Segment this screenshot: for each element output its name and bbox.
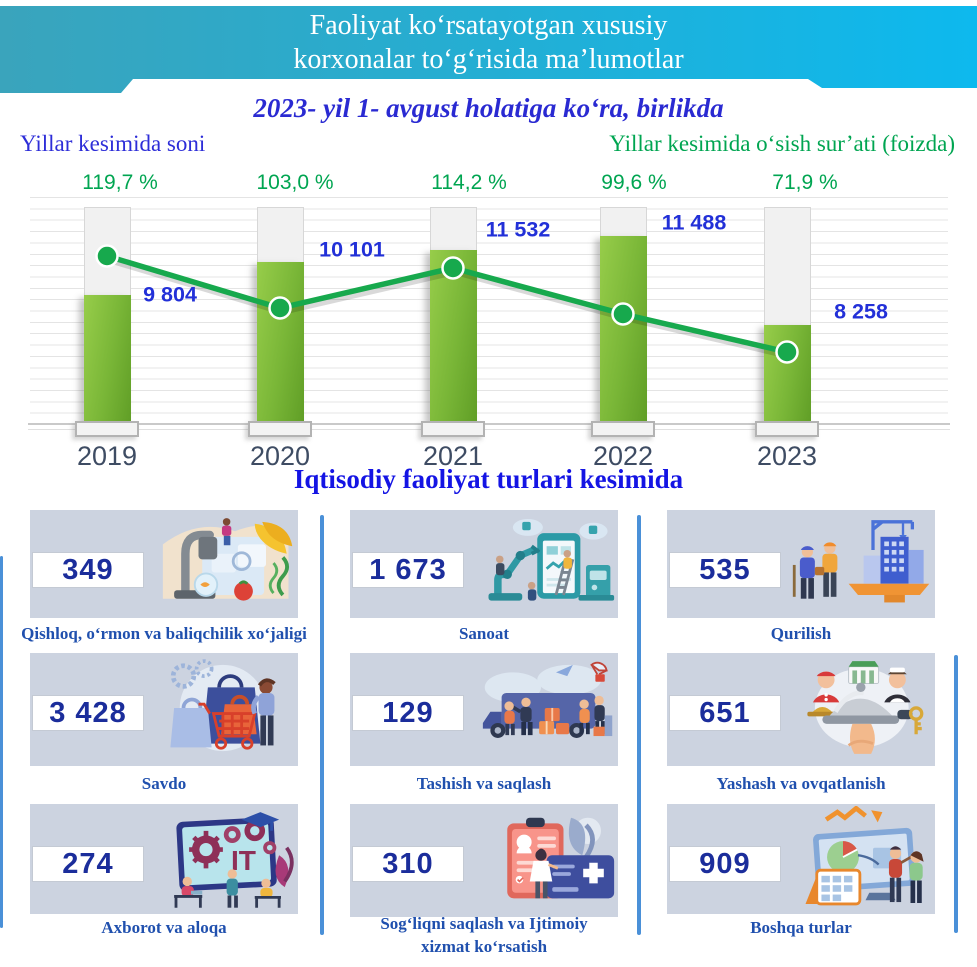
year-label: 2022 [592,441,654,471]
category-value: 129 [382,696,434,729]
section-title: Iqtisodiy faoliyat turlari kesimida [293,464,684,494]
bar-value-label: 10 101 [319,237,385,262]
page-title-line1: Faoliyat ko‘rsatayotgan xususiy [309,10,668,41]
bar-2023 [763,325,811,423]
year-label: 2021 [422,441,484,471]
bar-series-label: Yillar kesimida soni [20,131,206,156]
bar-2021 [429,250,477,423]
healthcare-illustration [507,817,615,899]
chart-baseline [28,423,950,425]
category-value: 909 [699,847,751,880]
category-label: Sog‘liqni saqlash va Ijtimoiy xizmat ko‘… [380,914,588,956]
category-value-badge: 274 [32,846,144,882]
report-date-subtitle: 2023- yil 1- avgust holatiga ko‘ra, birl… [253,93,724,123]
category-value-badge: 535 [669,552,781,588]
category-value-badge: 310 [352,846,464,882]
column-divider-right-edge [954,655,958,933]
construction-illustration [792,520,930,603]
year-label: 2019 [76,441,138,471]
growth-pct-label: 103,0 % [256,171,334,194]
information-technology-illustration: IT [174,812,294,908]
category-value: 274 [62,847,114,880]
agriculture-illustration [162,518,293,601]
transport-illustration [482,661,613,738]
category-value: 651 [699,696,751,729]
category-label: Tashish va saqlash [416,774,552,793]
year-label: 2020 [249,441,311,471]
category-value-badge: 349 [32,552,144,588]
category-value: 310 [382,847,434,880]
bar-2020 [256,262,304,423]
category-value: 1 673 [369,553,447,586]
category-card-it: 274 IT [30,804,298,914]
category-value-badge: 909 [669,846,781,882]
bar-2022 [599,236,647,423]
category-value-badge: 3 428 [32,695,144,731]
growth-pct-label: 119,7 % [82,171,158,194]
category-label: Sanoat [458,624,510,643]
category-label: Yashash va ovqatlanish [716,774,886,793]
category-label: Qishloq, o‘rmon va baliqchilik xo‘jaligi [21,624,307,643]
category-label: Axborot va aloqa [101,918,227,937]
category-card-trade: 3 428 [30,653,298,766]
growth-pct-label: 114,2 % [431,171,507,194]
category-value: 535 [699,553,751,586]
bar-pedestal [591,421,655,437]
bar-value-label: 11 488 [661,210,727,235]
category-value: 3 428 [49,696,127,729]
trade-illustration [170,659,276,752]
category-card-agriculture: 349 [30,510,298,618]
header-banner: Faoliyat ko‘rsatayotgan xususiy korxonal… [0,6,977,93]
category-card-other: 909 [667,804,935,914]
bar-value-label: 9 804 [143,282,197,307]
category-card-transport: 129 [350,653,618,766]
column-divider-1 [320,515,324,935]
bar-pedestal [75,421,139,437]
year-label: 2023 [756,441,818,471]
industry-illustration [488,519,615,601]
bar-pedestal [421,421,485,437]
category-card-healthcare: 310 [350,804,618,917]
chart-baseline-shadow [28,429,950,430]
category-label: Qurilish [770,624,832,643]
page-title-line2: korxonalar to‘g‘risida ma’lumotlar [293,44,684,75]
page-title: Faoliyat ko‘rsatayotgan xususiy korxonal… [0,9,977,77]
category-value-badge: 129 [352,695,464,731]
growth-pct-label: 99,6 % [601,171,667,194]
accommodation-food-illustration [807,661,924,754]
bar-2019 [83,295,131,423]
bar-pedestal [248,421,312,437]
category-value: 349 [62,553,114,586]
other-types-illustration [805,806,924,906]
growth-pct-label: 71,9 % [772,171,838,194]
line-series-label: Yillar kesimida o‘sish sur’ati (foizda) [609,131,955,156]
bar-value-label: 11 532 [485,217,551,242]
category-label: Savdo [141,774,187,793]
category-card-accommodation: 651 [667,653,935,766]
column-divider-left-edge [0,556,3,928]
category-label: Boshqa turlar [750,918,852,937]
category-value-badge: 651 [669,695,781,731]
chart-area: 2019 9 804 119,7 % 2020 10 101 103,0 % 2021 11 … [28,171,950,471]
category-card-industry: 1 673 [350,510,618,618]
category-value-badge: 1 673 [352,552,464,588]
bar-value-label: 8 258 [834,299,888,324]
column-divider-2 [637,515,641,935]
bar-pedestal [755,421,819,437]
category-card-construction: 535 [667,510,935,618]
